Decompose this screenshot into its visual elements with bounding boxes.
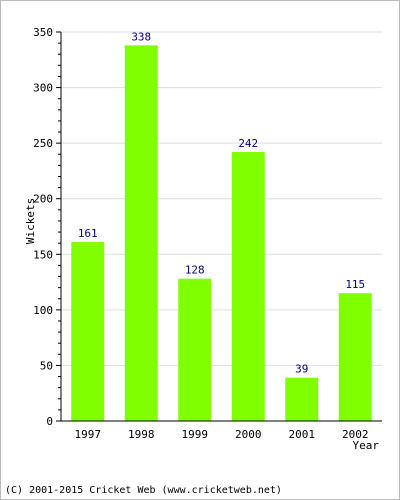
y-tick-label: 100: [33, 304, 53, 317]
y-tick-label: 250: [33, 137, 53, 150]
data-label-1997: 161: [78, 227, 98, 240]
bar-1999: [178, 278, 212, 421]
x-tick-label: 1997: [75, 428, 102, 441]
data-label-2002: 115: [345, 278, 365, 291]
data-label-2001: 39: [295, 363, 308, 376]
labels: 0 50 100 150 200 250 300 350 161 1997 338 1998 128 19…: [33, 26, 368, 441]
y-tick-label: 50: [40, 359, 53, 372]
data-label-2000: 242: [238, 137, 258, 150]
y-tick-label: 150: [33, 248, 53, 261]
data-label-1998: 338: [131, 30, 151, 43]
axes: [56, 31, 382, 422]
bar-1997: [71, 242, 105, 421]
y-tick-label: 0: [46, 415, 53, 428]
bar-2001: [285, 377, 319, 421]
x-tick-label: 2000: [235, 428, 262, 441]
x-axis-title: Year: [353, 439, 380, 452]
bars: [71, 45, 372, 421]
x-tick-label: 2001: [289, 428, 316, 441]
bar-2002: [338, 293, 372, 421]
y-axis-title: Wickets: [24, 198, 37, 244]
x-tick-label: 1998: [128, 428, 155, 441]
x-tick-label: 2002: [342, 428, 369, 441]
bar-1998: [124, 45, 158, 421]
y-tick-label: 300: [33, 82, 53, 95]
copyright-footer: (C) 2001-2015 Cricket Web (www.cricketwe…: [5, 485, 282, 496]
x-tick-label: 1999: [182, 428, 209, 441]
y-tick-label: 350: [33, 26, 53, 39]
gridlines: [61, 31, 382, 366]
data-label-1999: 128: [185, 264, 205, 277]
y-tick-label: 200: [33, 193, 53, 206]
bar-2000: [231, 152, 265, 421]
